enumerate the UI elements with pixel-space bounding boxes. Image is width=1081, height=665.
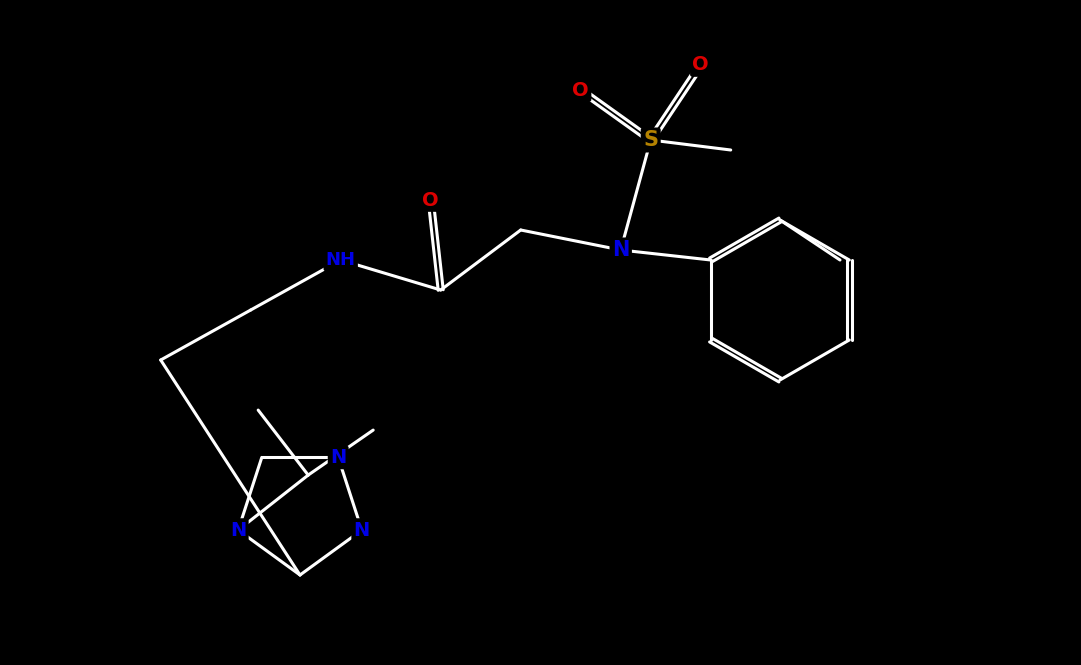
Text: N: N (353, 521, 370, 539)
Text: O: O (693, 55, 709, 74)
Text: S: S (643, 130, 658, 150)
Text: N: N (330, 448, 346, 467)
Text: N: N (230, 521, 246, 539)
Text: O: O (573, 80, 589, 100)
Text: O: O (423, 190, 439, 209)
Text: N: N (612, 240, 629, 260)
Text: NH: NH (325, 251, 356, 269)
